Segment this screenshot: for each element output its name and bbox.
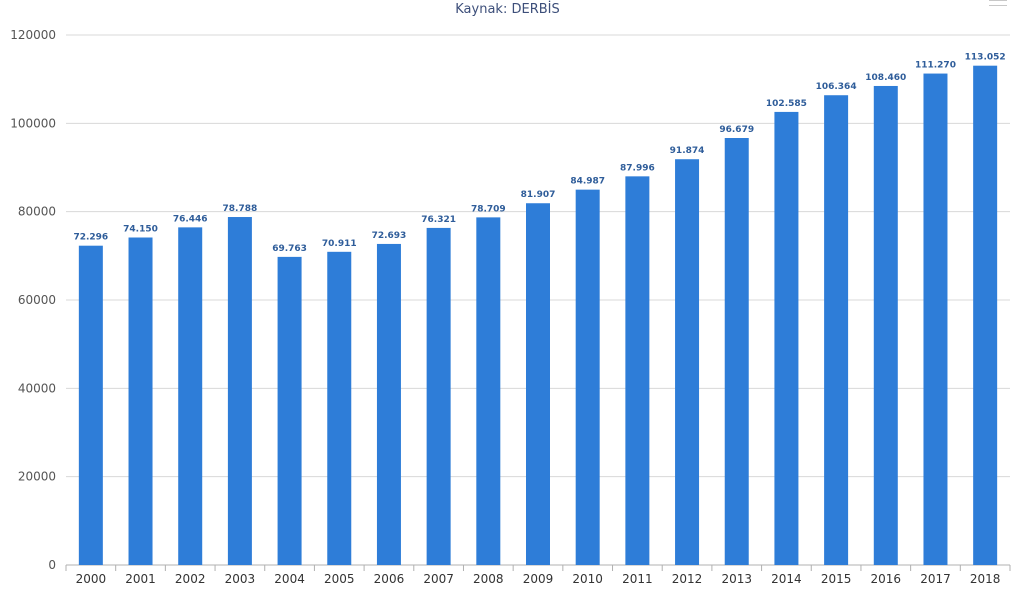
data-label: 70.911 bbox=[322, 239, 357, 249]
bar bbox=[824, 95, 849, 565]
bars bbox=[78, 65, 998, 566]
bar bbox=[476, 217, 501, 565]
data-label: 108.460 bbox=[865, 73, 906, 83]
x-tick-label: 2008 bbox=[473, 572, 504, 586]
data-label: 96.679 bbox=[719, 125, 754, 135]
chart-subtitle: Kaynak: DERBİS bbox=[455, 2, 560, 17]
gridlines bbox=[66, 34, 1010, 566]
bar bbox=[376, 243, 401, 565]
bar bbox=[675, 159, 700, 566]
x-tick-label: 2000 bbox=[76, 572, 107, 586]
chart-menu-icon[interactable] bbox=[989, 0, 1007, 6]
x-tick-label: 2001 bbox=[125, 572, 156, 586]
bar bbox=[178, 227, 203, 565]
data-label: 102.585 bbox=[766, 99, 807, 109]
x-axis: 2000 2001 2002 2003 2004 2005 2006 2007 2008 2009… bbox=[65, 565, 1011, 586]
x-tick-label: 2004 bbox=[274, 572, 305, 586]
data-label: 76.446 bbox=[173, 214, 208, 224]
data-label: 78.788 bbox=[223, 204, 258, 214]
y-tick-label: 120000 bbox=[10, 28, 56, 42]
data-label: 106.364 bbox=[816, 82, 857, 92]
bar bbox=[277, 256, 302, 565]
data-label: 87.996 bbox=[620, 163, 655, 173]
bar bbox=[575, 189, 600, 565]
bar bbox=[227, 217, 252, 566]
x-tick-label: 2013 bbox=[721, 572, 752, 586]
data-label: 78.709 bbox=[471, 204, 506, 214]
data-labels: 72.296 74.150 76.446 78.788 69.763 70.911 72.6… bbox=[73, 53, 1005, 254]
bar bbox=[873, 85, 898, 566]
bar bbox=[724, 138, 749, 565]
x-tick-label: 2010 bbox=[572, 572, 603, 586]
data-label: 91.874 bbox=[670, 146, 705, 156]
y-tick-label: 60000 bbox=[18, 293, 56, 307]
bar bbox=[128, 237, 153, 566]
bar bbox=[625, 176, 650, 565]
x-tick-label: 2018 bbox=[970, 572, 1001, 586]
data-label: 81.907 bbox=[521, 190, 556, 200]
y-tick-label: 80000 bbox=[18, 205, 56, 219]
x-tick-label: 2012 bbox=[672, 572, 703, 586]
data-label: 113.052 bbox=[965, 53, 1006, 63]
x-tick-label: 2005 bbox=[324, 572, 355, 586]
y-tick-label: 0 bbox=[48, 558, 56, 572]
data-label: 74.150 bbox=[123, 225, 158, 235]
data-label: 84.987 bbox=[570, 177, 605, 187]
x-tick-label: 2002 bbox=[175, 572, 206, 586]
x-tick-label: 2014 bbox=[771, 572, 802, 586]
x-tick-label: 2015 bbox=[821, 572, 852, 586]
x-tick-label: 2017 bbox=[920, 572, 951, 586]
y-tick-label: 40000 bbox=[18, 381, 56, 395]
x-tick-label: 2003 bbox=[225, 572, 256, 586]
bar bbox=[774, 111, 799, 565]
y-axis: 0 20000 40000 60000 80000 100000 120000 bbox=[10, 28, 56, 572]
y-tick-label: 20000 bbox=[18, 470, 56, 484]
bar bbox=[923, 73, 948, 566]
x-tick-label: 2006 bbox=[374, 572, 405, 586]
bar bbox=[78, 245, 103, 565]
x-tick-label: 2016 bbox=[871, 572, 902, 586]
data-label: 76.321 bbox=[421, 215, 456, 225]
data-label: 72.296 bbox=[73, 233, 108, 243]
x-tick-label: 2011 bbox=[622, 572, 653, 586]
bar bbox=[327, 251, 352, 565]
x-tick-label: 2007 bbox=[423, 572, 454, 586]
y-tick-label: 100000 bbox=[10, 116, 56, 130]
data-label: 111.270 bbox=[915, 61, 956, 71]
bar bbox=[426, 227, 451, 565]
bar bbox=[526, 203, 550, 565]
data-label: 72.693 bbox=[372, 231, 407, 241]
bar bbox=[973, 65, 998, 565]
x-tick-label: 2009 bbox=[523, 572, 554, 586]
data-label: 69.763 bbox=[272, 244, 307, 254]
